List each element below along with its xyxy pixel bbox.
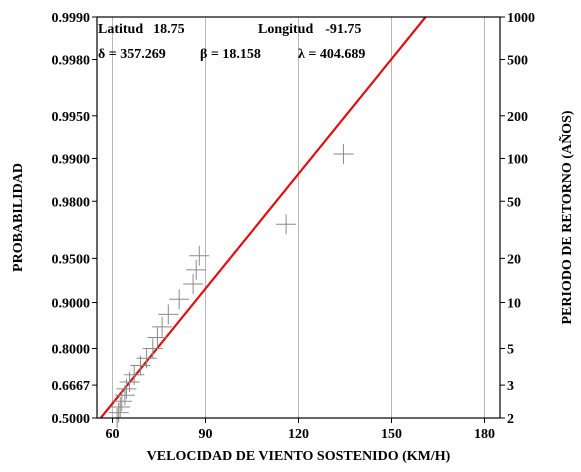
y-tick-label-probability: 0.9900: [52, 152, 91, 167]
info-delta-symbol: δ: [98, 47, 105, 62]
y-tick-label-return-period: 200: [507, 110, 528, 125]
info-beta-value: 18.158: [222, 47, 261, 62]
y-tick-label-return-period: 500: [507, 54, 528, 69]
y-tick-label-probability: 0.6667: [52, 379, 91, 394]
y-tick-label-return-period: 2: [507, 412, 514, 427]
x-tick-label: 60: [106, 427, 120, 442]
info-latitud-value: 18.75: [153, 22, 185, 37]
fitted-gumbel-line: [99, 16, 427, 419]
x-tick-label: 90: [199, 427, 213, 442]
x-tick-label: 180: [474, 427, 495, 442]
y-tick-label-return-period: 5: [507, 343, 514, 358]
info-beta-symbol: β: [200, 47, 207, 62]
info-longitud-value: -91.75: [325, 22, 361, 37]
observation-point: [158, 304, 179, 325]
y-axis-title-return-period: PERIODO DE RETORNO (AÑOS): [557, 110, 575, 324]
info-lambda-symbol: λ: [298, 47, 305, 62]
observation-point: [169, 289, 190, 310]
x-axis-title: VELOCIDAD DE VIENTO SOSTENIDO (KM/H): [147, 449, 451, 464]
y-tick-label-return-period: 1000: [507, 11, 535, 26]
info-latitud: Latitud 18.75: [98, 22, 185, 37]
info-lambda: λ = 404.689: [298, 47, 365, 62]
observation-point: [111, 391, 132, 412]
observation-point: [110, 397, 131, 418]
parameter-info-box: Latitud 18.75 Longitud -91.75 δ = 357.269 …: [98, 22, 365, 62]
axis-ticks: [92, 16, 505, 423]
y-tick-label-probability: 0.5000: [52, 412, 91, 427]
observation-point: [142, 338, 163, 359]
y-tick-label-probability: 0.9000: [52, 297, 91, 312]
observation-point: [152, 316, 173, 337]
y-tick-label-probability: 0.9800: [52, 195, 91, 210]
observation-point: [183, 274, 204, 295]
tick-labels: 60 90 120 150 180 0.5000 0.6667 0.8000 0.9000 0.9…: [52, 11, 536, 442]
y-tick-label-probability: 0.9990: [52, 11, 91, 26]
info-delta: δ = 357.269: [98, 47, 166, 62]
y-tick-label-probability: 0.8000: [52, 343, 91, 358]
info-longitud: Longitud -91.75: [258, 22, 361, 37]
y-tick-label-return-period: 100: [507, 152, 528, 167]
observation-point: [119, 372, 140, 393]
y-tick-label-return-period: 10: [507, 297, 521, 312]
y-tick-label-return-period: 50: [507, 195, 521, 210]
observation-point: [114, 385, 135, 406]
observation-point: [108, 402, 129, 423]
y-tick-label-probability: 0.9950: [52, 110, 91, 125]
observations-layer: [107, 143, 354, 428]
x-tick-label: 120: [288, 427, 309, 442]
y-tick-label-probability: 0.9500: [52, 252, 91, 267]
y-tick-label-probability: 0.9980: [52, 54, 91, 69]
y-tick-label-return-period: 3: [507, 379, 514, 394]
observation-point: [276, 214, 297, 235]
y-axis-title-probability: PROBABILIDAD: [11, 163, 26, 272]
info-beta: β = 18.158: [200, 47, 261, 62]
x-tick-label: 150: [381, 427, 402, 442]
observation-point: [147, 327, 168, 348]
observation-point: [333, 143, 354, 164]
fit-line-layer: [99, 16, 427, 419]
info-delta-value: 357.269: [120, 47, 166, 62]
observation-point: [186, 259, 207, 280]
observation-point: [189, 245, 210, 266]
info-latitud-label: Latitud: [98, 22, 143, 37]
info-lambda-value: 404.689: [320, 47, 366, 62]
grid: [112, 17, 485, 418]
info-longitud-label: Longitud: [258, 22, 313, 37]
y-tick-label-return-period: 20: [507, 252, 521, 267]
